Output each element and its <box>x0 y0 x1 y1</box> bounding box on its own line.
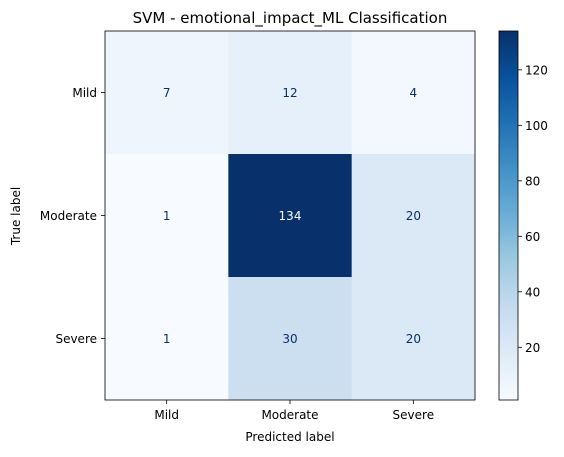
colorbar-tick-label: 120 <box>525 63 548 77</box>
heatmap-cell-labels: 7 12 4 1 134 20 1 30 20 <box>163 86 421 346</box>
x-tick-label: Mild <box>154 408 179 422</box>
cell-value-label: 7 <box>163 86 171 100</box>
cell-value-label: 30 <box>282 332 297 346</box>
heatmap-cell <box>105 277 229 401</box>
y-tick-label: Severe <box>55 332 97 346</box>
x-tick-label: Moderate <box>261 408 318 422</box>
cell-value-label: 1 <box>163 332 171 346</box>
colorbar-tick-label: 80 <box>525 174 540 188</box>
heatmap-cell <box>228 154 353 278</box>
heatmap-cell <box>351 277 476 401</box>
cell-value-label: 20 <box>406 209 421 223</box>
y-axis-ticks: Mild Moderate Severe <box>40 86 105 346</box>
heatmap-cell <box>228 31 353 155</box>
colorbar-ticks: 20 40 60 80 100 120 <box>518 63 548 355</box>
colorbar-tick-label: 100 <box>525 119 548 133</box>
colorbar-tick-label: 40 <box>525 285 540 299</box>
colorbar-tick-label: 60 <box>525 230 540 244</box>
heatmap-cell <box>351 154 476 278</box>
y-axis-label: True label <box>9 187 23 246</box>
y-tick-label: Moderate <box>40 209 97 223</box>
cell-value-label: 20 <box>406 332 421 346</box>
heatmap-cell <box>105 31 229 155</box>
chart-title: SVM - emotional_impact_ML Classification <box>133 9 448 28</box>
x-axis-label: Predicted label <box>245 430 334 444</box>
cell-value-label: 4 <box>410 86 418 100</box>
x-tick-label: Severe <box>393 408 435 422</box>
y-tick-label: Mild <box>72 86 97 100</box>
x-axis-ticks: Mild Moderate Severe <box>154 400 434 422</box>
heatmap-cell <box>228 277 353 401</box>
cell-value-label: 134 <box>279 209 302 223</box>
cell-value-label: 1 <box>163 209 171 223</box>
heatmap-cells <box>105 31 476 401</box>
heatmap-cell <box>105 154 229 278</box>
cell-value-label: 12 <box>282 86 297 100</box>
colorbar <box>498 30 519 401</box>
colorbar-tick-label: 20 <box>525 341 540 355</box>
heatmap-cell <box>351 31 476 155</box>
